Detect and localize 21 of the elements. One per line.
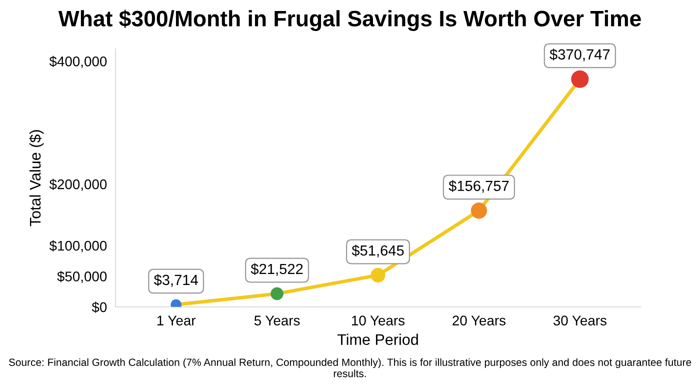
text: $156,757	[448, 180, 509, 193]
y-tick-label: $100,000	[49, 240, 107, 252]
y-axis-title: Total Value ($)	[29, 130, 44, 226]
x-tick-label: 30 Years	[553, 316, 606, 326]
text: $3,714	[154, 274, 198, 287]
point	[370, 268, 386, 282]
y-tick-label: $50,000	[57, 270, 107, 284]
y-tick-label: $200,000	[49, 178, 107, 191]
x-tick-label: 20 Years	[452, 316, 506, 326]
x-tick-label: 10 Years	[352, 316, 405, 326]
y-tick-label: $0	[92, 302, 107, 313]
x-tick-label: 1 Year	[157, 316, 196, 326]
x-axis-title: Time Period	[337, 334, 418, 345]
text: $51,645	[352, 244, 404, 258]
chart-title: What $300/Month in Frugal Savings Is Worth Over Time	[58, 10, 641, 31]
text: $370,747	[550, 48, 610, 62]
point	[470, 202, 488, 219]
source-note: Source: Financial Growth Calculation (7% Annual Return, Compounded Monthly). This is for illustrative purposes only and does not guarantee future results.	[8, 358, 692, 378]
text: $21,522	[250, 263, 303, 276]
y-tick-label: $400,000	[49, 56, 107, 68]
x-tick-label: 5 Years	[254, 316, 300, 326]
